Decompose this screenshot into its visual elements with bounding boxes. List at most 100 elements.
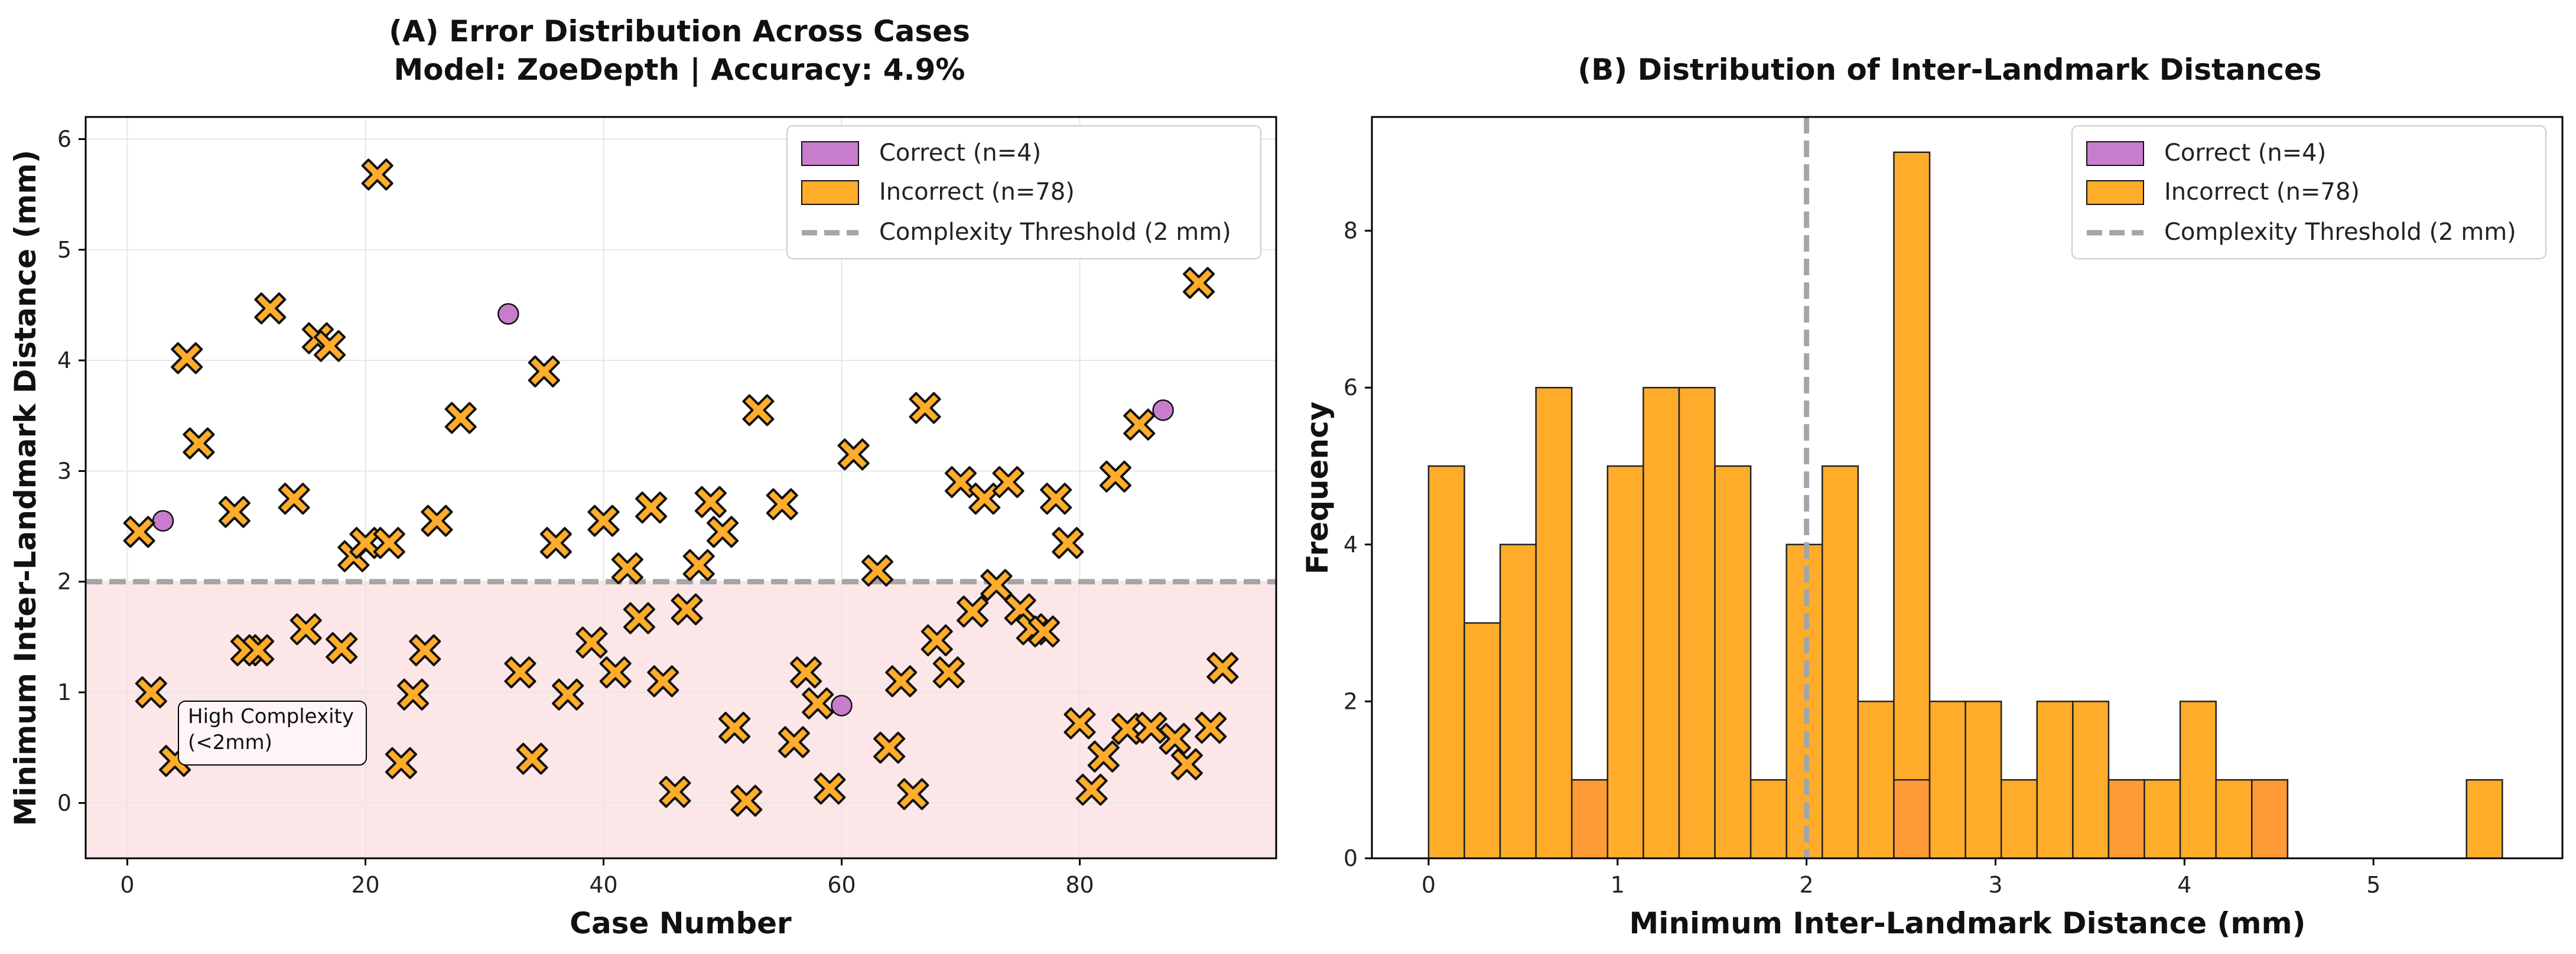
- panel-b-legend: Correct (n=4) Incorrect (n=78) Complexit…: [2071, 125, 2546, 259]
- incorrect-point: [968, 483, 1001, 515]
- y-tick-label: 6: [1344, 375, 1358, 401]
- incorrect-point: [135, 676, 167, 709]
- incorrect-point: [766, 488, 798, 520]
- incorrect-bar: [2072, 701, 2110, 859]
- y-tick-label: 0: [57, 790, 71, 816]
- incorrect-point: [897, 778, 929, 810]
- x-tick-label: 0: [120, 872, 134, 898]
- correct-bar: [1571, 779, 1609, 859]
- legend-label-incorrect: Incorrect (n=78): [2164, 178, 2360, 206]
- incorrect-point: [385, 747, 417, 779]
- incorrect-point: [444, 402, 477, 434]
- incorrect-point: [1123, 408, 1156, 441]
- incorrect-point: [694, 486, 727, 518]
- incorrect-point: [183, 427, 215, 460]
- incorrect-point: [921, 624, 953, 656]
- incorrect-point: [552, 678, 584, 711]
- panel-b-y-axis-label: Frequency: [1300, 402, 1335, 575]
- incorrect-bar: [1535, 386, 1573, 859]
- incorrect-point: [1063, 707, 1096, 740]
- incorrect-point: [873, 731, 906, 764]
- incorrect-bar: [1678, 386, 1716, 859]
- incorrect-point: [1206, 652, 1239, 684]
- incorrect-point: [707, 516, 739, 548]
- annotation-line-1: High Complexity: [188, 705, 354, 728]
- correct-bar: [1893, 779, 1931, 859]
- panel-a-plot-frame: [84, 116, 1277, 859]
- incorrect-point: [814, 772, 846, 805]
- y-tick-label: 2: [57, 569, 71, 595]
- incorrect-point: [218, 496, 251, 528]
- incorrect-point: [1052, 527, 1084, 559]
- y-tick-label: 2: [1344, 688, 1358, 714]
- x-tick-label: 3: [1988, 872, 2002, 898]
- incorrect-point: [421, 504, 453, 537]
- incorrect-point: [790, 656, 822, 689]
- incorrect-point: [1087, 740, 1120, 773]
- legend-swatch-correct: [801, 141, 859, 166]
- incorrect-point: [778, 726, 810, 758]
- incorrect-bar: [1822, 465, 1859, 859]
- incorrect-point: [730, 784, 763, 817]
- incorrect-point: [885, 665, 918, 698]
- correct-bar: [2250, 779, 2289, 859]
- incorrect-bar: [2000, 779, 2038, 859]
- incorrect-point: [1159, 722, 1191, 755]
- incorrect-point: [314, 330, 346, 362]
- correct-point: [152, 510, 174, 532]
- incorrect-point: [861, 554, 893, 587]
- incorrect-bar: [1427, 465, 1465, 859]
- x-tick-label: 20: [351, 872, 379, 898]
- legend-label-incorrect: Incorrect (n=78): [879, 178, 1075, 206]
- incorrect-point: [1028, 616, 1061, 648]
- incorrect-bar: [1893, 151, 1931, 859]
- panel-b-histogram: (B) Distribution of Inter-Landmark Dista…: [1300, 53, 2564, 940]
- incorrect-bar: [1857, 701, 1895, 859]
- panel-a-legend: Correct (n=4) Incorrect (n=78) Complexit…: [786, 125, 1261, 259]
- incorrect-point: [504, 656, 536, 689]
- y-tick-label: 5: [57, 237, 71, 263]
- x-tick-label: 1: [1611, 872, 1625, 898]
- incorrect-point: [635, 491, 668, 524]
- incorrect-bar: [1499, 543, 1537, 859]
- incorrect-bar: [2215, 779, 2253, 859]
- incorrect-point: [1195, 711, 1227, 744]
- y-tick-label: 4: [1344, 532, 1358, 558]
- y-tick-label: 6: [57, 126, 71, 152]
- incorrect-point: [802, 687, 834, 719]
- panel-a-title-line-2: Model: ZoeDepth | Accuracy: 4.9%: [394, 53, 965, 87]
- incorrect-point: [528, 355, 560, 388]
- panel-b-x-axis-label: Minimum Inter-Landmark Distance (mm): [1629, 906, 2306, 940]
- x-tick-label: 80: [1065, 872, 1094, 898]
- legend-swatch-incorrect: [2086, 180, 2144, 205]
- y-tick-label: 8: [1344, 218, 1358, 244]
- legend-swatch-correct: [2086, 141, 2144, 166]
- x-tick-label: 4: [2177, 872, 2191, 898]
- incorrect-point: [587, 504, 620, 537]
- incorrect-bar: [1964, 701, 2002, 859]
- incorrect-bar: [2144, 779, 2181, 859]
- incorrect-point: [837, 438, 870, 471]
- x-tick-label: 2: [1800, 872, 1814, 898]
- x-tick-label: 5: [2366, 872, 2380, 898]
- incorrect-point: [409, 634, 441, 666]
- incorrect-bar: [2036, 701, 2074, 859]
- y-tick-label: 1: [57, 679, 71, 705]
- incorrect-point: [742, 394, 775, 426]
- incorrect-point: [123, 516, 155, 548]
- incorrect-bar: [1463, 622, 1501, 859]
- legend-label-correct: Correct (n=4): [2164, 139, 2326, 167]
- panel-a-error-distribution: (A) Error Distribution Across Cases Mode…: [8, 14, 1277, 940]
- incorrect-point: [611, 552, 643, 585]
- incorrect-point: [290, 613, 322, 646]
- incorrect-point: [575, 626, 608, 659]
- panel-b-title: (B) Distribution of Inter-Landmark Dista…: [1578, 53, 2321, 87]
- incorrect-point: [659, 776, 691, 808]
- incorrect-point: [599, 656, 632, 689]
- incorrect-point: [992, 466, 1024, 499]
- x-tick-label: 0: [1422, 872, 1436, 898]
- incorrect-point: [361, 158, 393, 191]
- incorrect-point: [171, 342, 203, 375]
- incorrect-point: [671, 593, 703, 626]
- incorrect-point: [957, 595, 989, 628]
